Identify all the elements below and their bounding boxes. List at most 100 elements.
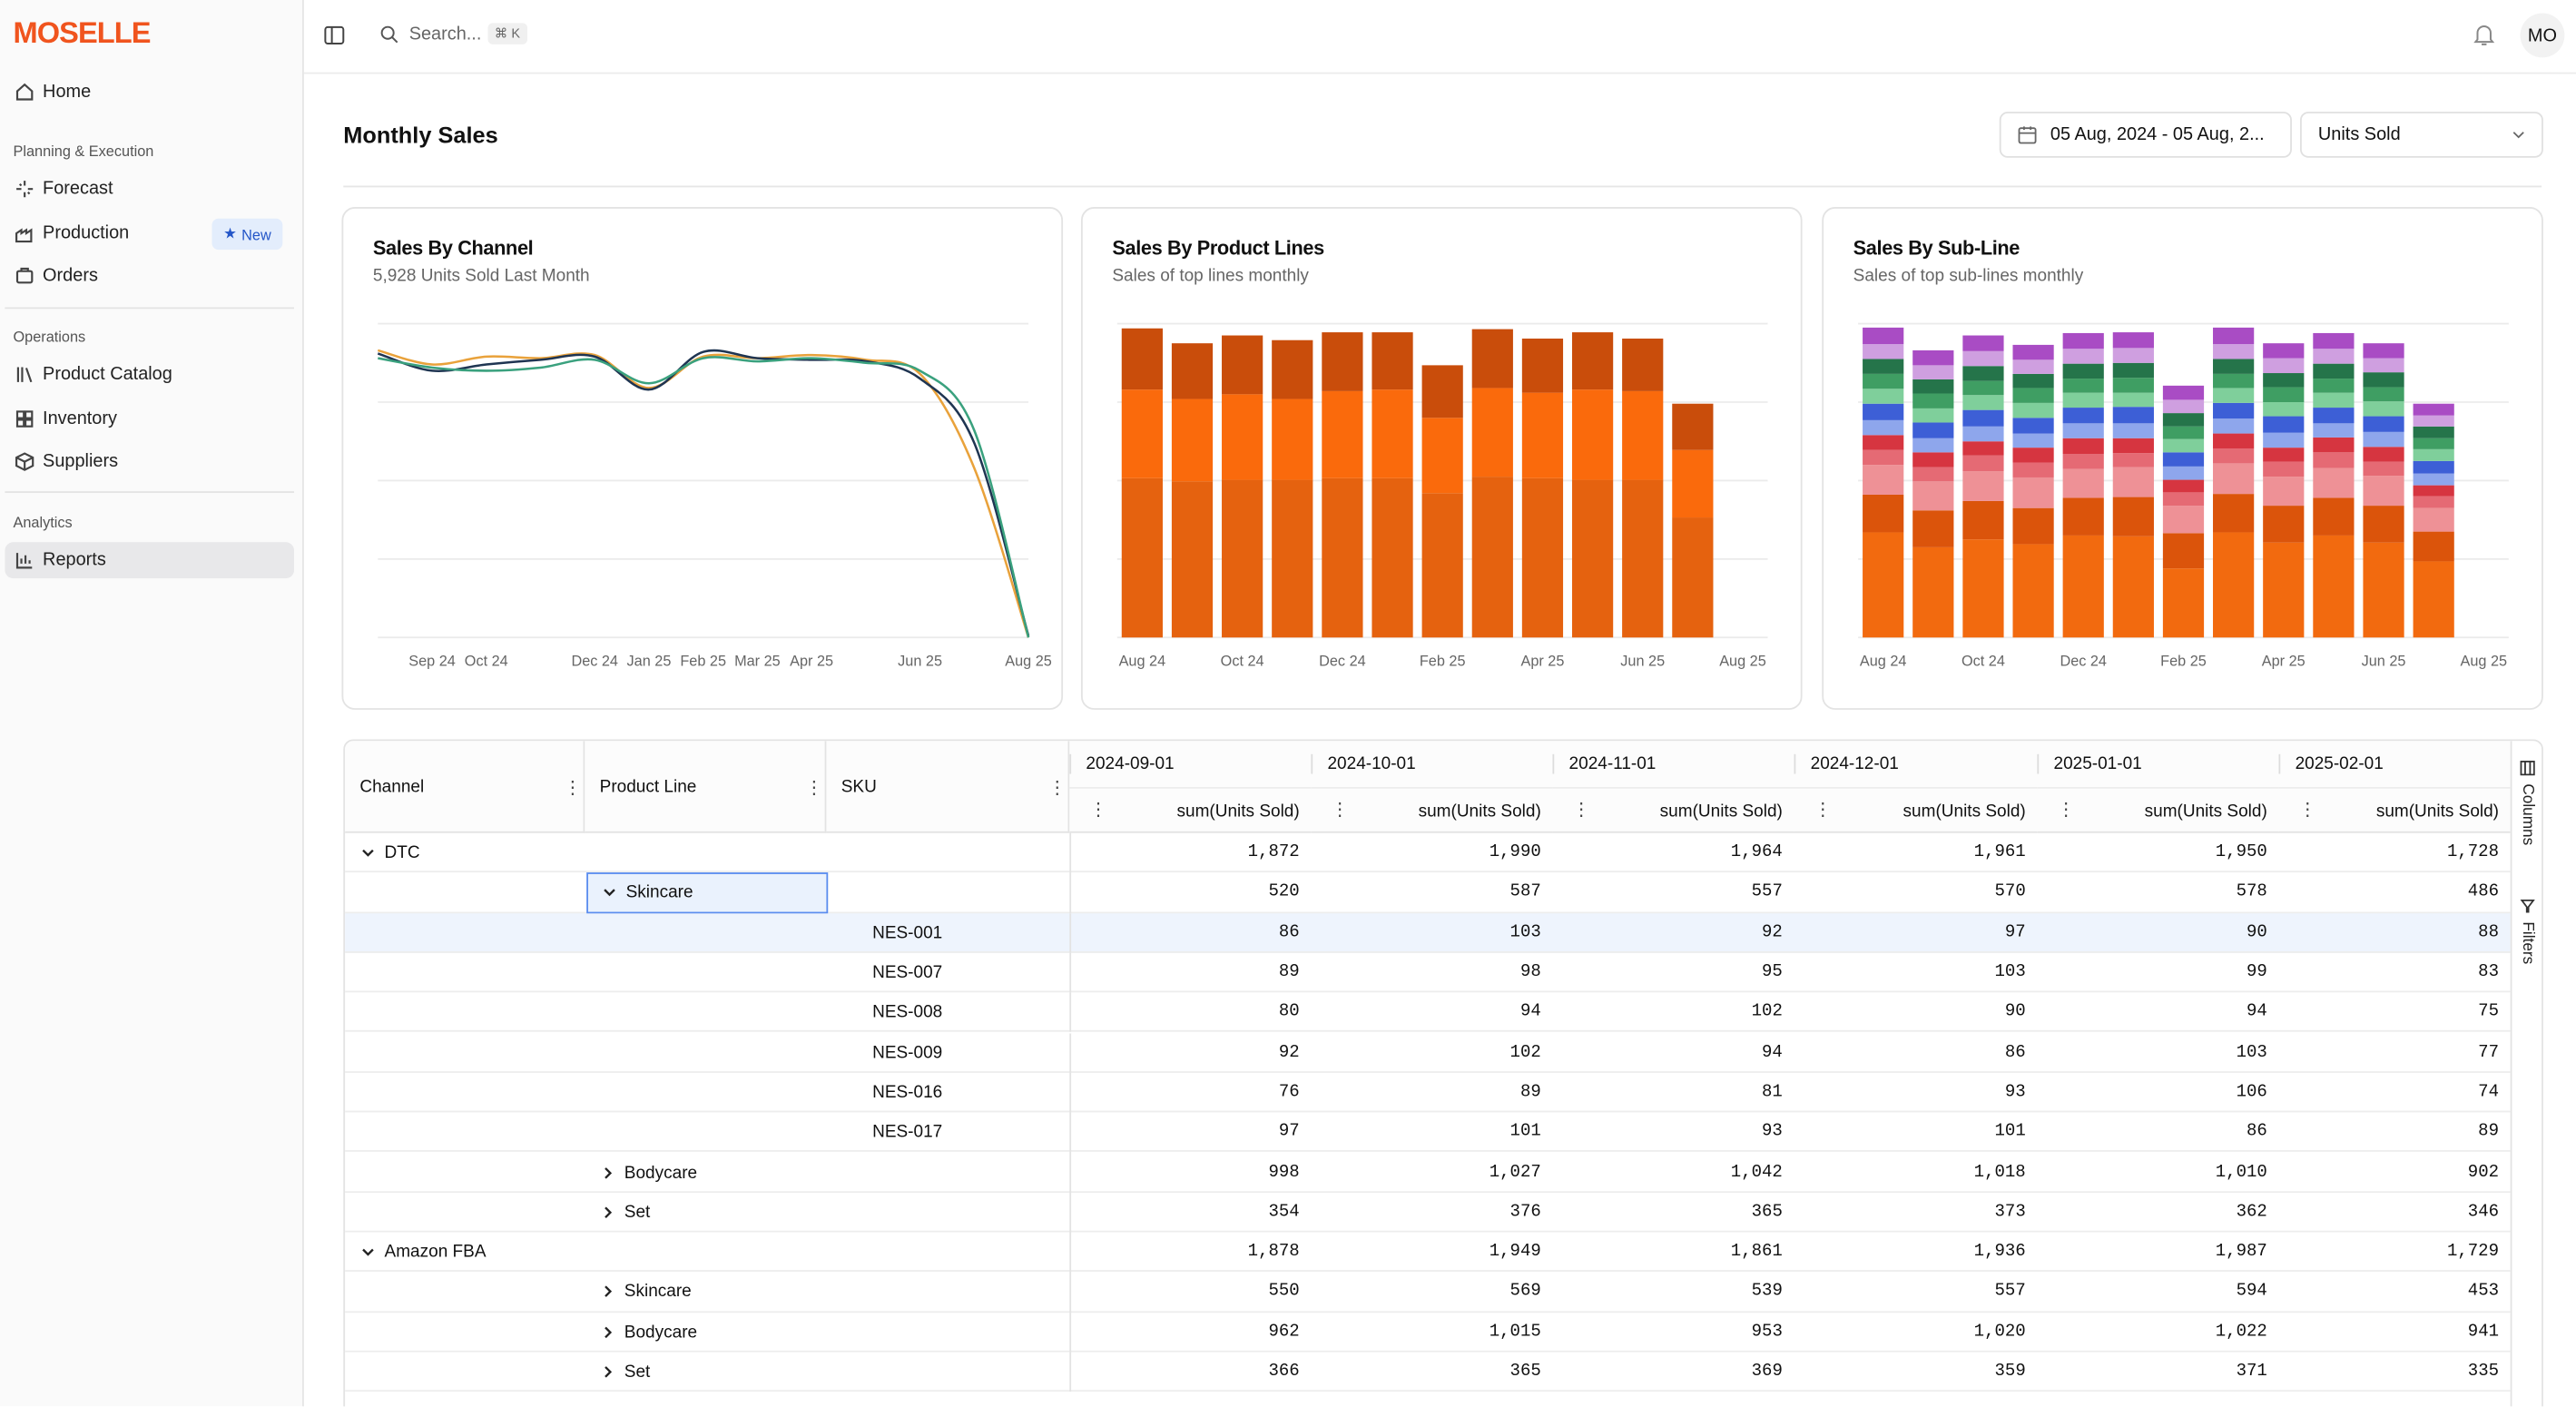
nav-item[interactable]: Inventory	[5, 401, 294, 438]
column-title: 2025-01-01	[2053, 753, 2142, 774]
logo[interactable]: MOSELLE	[13, 16, 151, 50]
search-input[interactable]: Search...	[408, 25, 482, 44]
product-line-label: Bodycare	[624, 1322, 698, 1343]
value-cell: 86	[2246, 1122, 2267, 1143]
bar-segment	[1962, 471, 2004, 501]
nav-item[interactable]: Orders	[5, 258, 294, 294]
value-cell: 453	[2467, 1282, 2500, 1303]
date-picker[interactable]: 05 Aug, 2024 - 05 Aug, 2...	[1999, 112, 2292, 158]
value-cell: 354	[1268, 1202, 1300, 1223]
icon	[15, 228, 33, 243]
bar-segment	[2363, 506, 2404, 543]
bar-segment	[1372, 389, 1413, 478]
value-cell: 486	[2467, 882, 2500, 903]
x-tick-label: Feb 25	[680, 654, 726, 670]
value-cell: 941	[2467, 1322, 2500, 1343]
bar-segment	[2162, 426, 2205, 439]
columns-icon	[2520, 761, 2535, 776]
bar-segment	[2313, 467, 2355, 498]
table-row: NES-007 89 98 95 103 99 83	[345, 952, 2511, 993]
nav-item[interactable]: Forecast	[5, 171, 294, 207]
value-cell: 90	[2004, 1002, 2026, 1023]
expand-toggle[interactable]	[603, 886, 615, 899]
bar-segment	[2413, 403, 2454, 416]
value-cell: 365	[1751, 1202, 1783, 1223]
bar-segment	[2363, 542, 2404, 638]
bar-segment	[2162, 413, 2205, 427]
expand-toggle[interactable]	[361, 1245, 374, 1258]
bar-segment	[2213, 494, 2255, 533]
bar-segment	[1962, 539, 2004, 638]
value-cell: 550	[1268, 1282, 1300, 1303]
bar-segment	[1121, 389, 1163, 478]
column-header: SKU ⋮	[826, 741, 1070, 833]
expand-toggle[interactable]	[601, 1285, 614, 1298]
cell-sku: NES-009	[826, 1033, 1069, 1073]
measure-row-border	[1311, 786, 1553, 789]
column-menu: ⋮	[1331, 800, 1350, 821]
bar-segment	[1672, 403, 1714, 450]
bar-segment	[1421, 418, 1463, 494]
bar-segment	[1912, 408, 1954, 423]
measure-title: sum(Units Sold)	[1418, 802, 1541, 822]
cell-sku: NES-017	[826, 1113, 1069, 1153]
channel-label: Amazon FBA	[384, 1242, 487, 1263]
value-cell: 102	[1751, 1002, 1783, 1023]
nav-item[interactable]: Product Catalog	[5, 357, 294, 393]
bar-segment	[2012, 344, 2054, 360]
value-cell: 88	[2478, 922, 2500, 943]
column-header: 2024-12-01 ⋮ sum(Units Sold)	[1794, 741, 2038, 833]
chart-title: Sales By Sub-Line	[1853, 236, 2020, 260]
bar-segment	[2112, 392, 2154, 408]
nav-label: Forecast	[43, 179, 113, 200]
bar-segment	[1471, 388, 1513, 477]
column-header: 2024-10-01 ⋮ sum(Units Sold)	[1311, 741, 1553, 833]
bar-segment	[2313, 363, 2355, 379]
value-cell: 103	[1509, 922, 1541, 943]
bar-segment	[2313, 379, 2355, 393]
nav-item[interactable]: Production ★ New	[5, 215, 294, 251]
topbar: Search... ⌘ K MO	[303, 0, 2576, 74]
bar-segment	[2263, 432, 2305, 448]
expand-toggle[interactable]	[601, 1365, 614, 1378]
bar-segment	[2012, 418, 2054, 434]
value-cell: 89	[1278, 962, 1300, 983]
line	[378, 356, 1030, 638]
value-cell: 102	[1509, 1042, 1541, 1063]
x-tick-label: Aug 25	[1719, 654, 1766, 670]
value-cell: 1,022	[2215, 1322, 2267, 1343]
bar-segment	[1171, 481, 1214, 638]
value-cell: 539	[1751, 1282, 1783, 1303]
value-cell: 569	[1509, 1282, 1541, 1303]
bar-segment	[2162, 533, 2205, 569]
divider	[5, 307, 294, 310]
expand-toggle[interactable]	[361, 846, 374, 859]
bar-segment	[1863, 419, 1904, 436]
nav-item[interactable]: Suppliers	[5, 444, 294, 480]
column-menu: ⋮	[1572, 800, 1591, 821]
expand-toggle[interactable]	[601, 1166, 614, 1178]
chevron	[605, 1286, 613, 1298]
metric-select[interactable]: Units Sold	[2300, 112, 2543, 158]
cell-channel: Amazon FBA	[361, 1233, 585, 1273]
bar-segment	[2012, 462, 2054, 477]
expand-toggle[interactable]	[601, 1325, 614, 1338]
chart-subtitle: Sales of top sub-lines monthly	[1853, 266, 2084, 286]
expand-toggle[interactable]	[601, 1205, 614, 1218]
bar-segment	[2012, 544, 2054, 638]
value-cell: 98	[1519, 962, 1541, 983]
side-tab[interactable]: Filters	[2518, 921, 2537, 965]
value-cell: 80	[1278, 1002, 1300, 1023]
avatar[interactable]: MO	[2520, 13, 2565, 58]
sidebar-toggle[interactable]	[324, 25, 346, 46]
nav-item[interactable]: Reports	[5, 542, 294, 579]
bar-segment	[2413, 485, 2454, 497]
cell-divider	[1069, 952, 1072, 993]
notifications[interactable]	[2473, 22, 2495, 48]
side-tab[interactable]: Columns	[2518, 783, 2537, 846]
bar-segment	[2363, 401, 2404, 417]
product-line-label: Bodycare	[624, 1162, 698, 1183]
value-cell: 103	[1994, 962, 2026, 983]
nav-item[interactable]: Home	[5, 74, 294, 110]
